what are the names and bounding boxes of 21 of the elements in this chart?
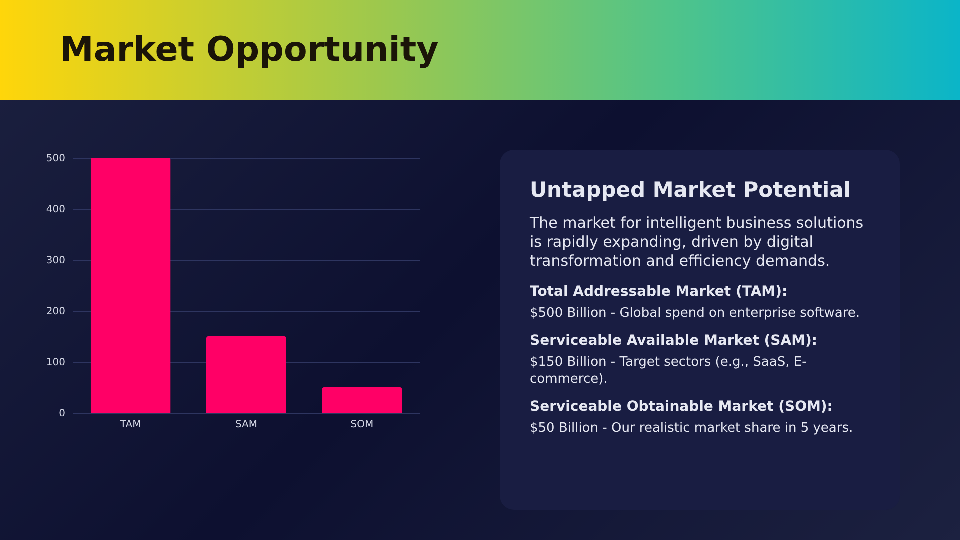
text: $500 Billion - Global spend on enterprise software.: [530, 306, 862, 324]
text: Untapped Market Potential: [530, 178, 852, 202]
bar: [322, 388, 402, 413]
y-tick-label: 500: [46, 154, 66, 164]
text: $50 Billion - Our realistic market share in 5 years.: [530, 420, 854, 438]
bar: [206, 336, 286, 413]
y-tick-label: 0: [59, 408, 66, 420]
text: $150 Billion - Target sectors (e.g., SaaS, E-commerce).: [530, 355, 808, 389]
text: Total Addressable Market (TAM):: [530, 284, 789, 300]
bar: [90, 158, 171, 413]
chart-title: Market Opportunity: [60, 30, 439, 70]
x-tick-label: SOM: [350, 420, 374, 430]
y-tick-label: 100: [46, 358, 66, 368]
x-tick-label: SAM: [235, 420, 258, 430]
y-tick-label: 200: [46, 306, 66, 318]
text: Serviceable Available Market (SAM):: [530, 333, 819, 350]
text: Serviceable Obtainable Market (SOM):: [530, 398, 834, 415]
y-tick-label: 300: [46, 256, 66, 266]
y-tick-label: 400: [46, 204, 66, 216]
x-tick-label: TAM: [119, 420, 142, 430]
text: The market for intelligent business solutions is rapidly expanding, driven by digital transformation and efficiency demands.: [530, 214, 865, 270]
